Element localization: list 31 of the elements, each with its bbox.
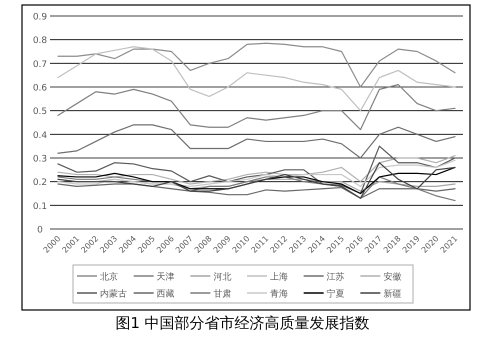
legend-label: 安徽 [383, 272, 402, 282]
line-series [57, 146, 456, 194]
legend-label: 宁夏 [326, 288, 345, 300]
line-series [57, 46, 456, 112]
line-series [57, 160, 456, 187]
legend-label: 甘肃 [213, 288, 232, 300]
legend-label: 西藏 [156, 288, 175, 300]
legend-label: 河北 [213, 272, 232, 282]
text: 图1 中国部分省市经济高质量发展指数 [115, 314, 370, 332]
line-series [57, 183, 456, 199]
y-tick-label: 0.6 [32, 84, 48, 94]
line-series [57, 155, 456, 185]
y-tick-label: 0.8 [32, 36, 48, 46]
line-series [57, 84, 456, 130]
line-series [57, 124, 456, 159]
y-tick-label: 0.5 [32, 107, 48, 118]
legend-label: 上海 [270, 272, 288, 282]
y-tick-label: 0.2 [32, 178, 48, 188]
legend-label: 内蒙古 [100, 288, 127, 300]
legend-label: 江苏 [326, 272, 345, 282]
legend-label: 新疆 [383, 288, 402, 300]
y-tick-label: 0.7 [32, 60, 48, 70]
legend-label: 北京 [100, 272, 118, 282]
line-series [57, 42, 456, 88]
y-tick-label: 0.1 [32, 202, 48, 212]
y-tick-label: 0 [37, 226, 44, 236]
y-tick-label: 0.3 [32, 154, 48, 164]
y-tick-label: 0.4 [32, 130, 48, 141]
y-tick-label: 0.9 [32, 12, 48, 22]
legend-label: 青海 [270, 288, 288, 300]
legend-label: 天津 [156, 272, 175, 282]
